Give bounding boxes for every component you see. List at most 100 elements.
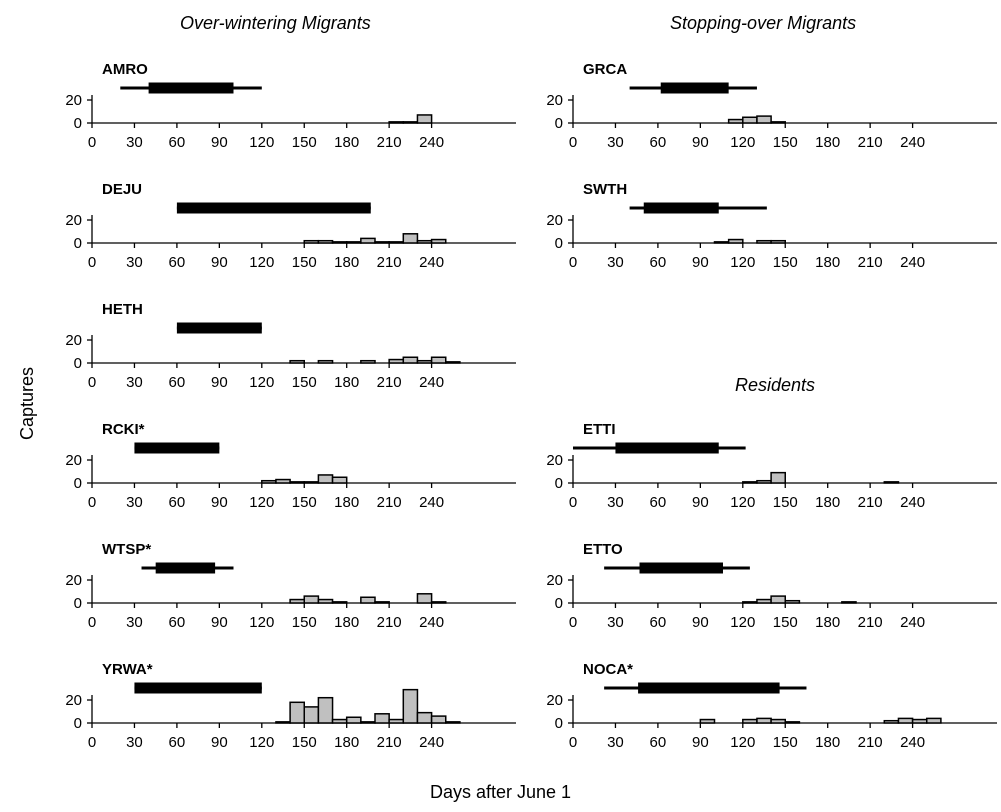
histogram-bar [430,356,447,364]
x-tick-label: 180 [815,494,840,511]
histogram-bar [360,596,376,604]
histogram-bar [388,121,405,124]
histogram-bar [742,116,758,124]
histogram-bar [360,721,376,724]
x-tick-label: 150 [292,494,317,511]
range-bar [134,442,220,454]
x-tick-label: 180 [815,614,840,631]
y-tick-label: 0 [74,475,82,492]
x-tick-label: 240 [900,254,925,271]
histogram-bar [303,481,320,484]
histogram-bar [402,356,419,364]
histogram-bar [430,601,447,604]
histogram-bar [388,241,405,244]
histogram-bar [289,701,306,724]
x-tick-label: 150 [292,134,317,151]
y-tick-label: 0 [74,115,82,132]
histogram-bar [317,474,334,484]
histogram-bar [360,237,376,244]
y-tick-label: 20 [546,452,563,469]
y-tick-label: 0 [74,355,82,372]
x-tick-label: 240 [900,134,925,151]
x-tick-label: 90 [211,734,228,751]
x-tick-label: 30 [126,734,143,751]
x-tick-label: 30 [126,614,143,631]
histogram-bar [303,706,320,724]
histogram-bar [374,601,390,604]
histogram-bar [331,601,348,604]
x-tick-label: 240 [419,374,444,391]
y-tick-label: 20 [546,212,563,229]
x-tick-label: 0 [569,614,577,631]
species-code: NOCA* [583,661,633,678]
species-code: WTSP* [102,541,151,558]
y-tick-label: 0 [555,115,563,132]
x-tick-label: 120 [249,134,274,151]
y-tick-label: 20 [546,92,563,109]
histogram-bar [388,358,405,364]
range-bar [615,442,719,454]
species-code: AMRO [102,61,148,78]
histogram-bar [911,718,928,724]
x-tick-label: 30 [126,134,143,151]
species-code: ETTI [583,421,616,438]
histogram-bar [303,239,320,244]
x-tick-label: 60 [169,614,186,631]
histogram-bar [727,238,744,244]
histogram-bar [883,481,900,484]
x-axis-label: Days after June 1 [429,782,572,802]
x-tick-label: 30 [126,254,143,271]
range-bar [148,82,234,94]
y-tick-label: 20 [65,452,82,469]
histogram-bar [897,717,914,724]
x-tick-label: 240 [419,494,444,511]
histogram-bar [756,479,772,484]
x-tick-label: 210 [377,254,402,271]
x-tick-label: 30 [126,494,143,511]
histogram-bar [289,598,306,604]
histogram-bar [331,476,348,484]
x-tick-label: 60 [169,734,186,751]
y-tick-label: 20 [546,572,563,589]
x-tick-label: 60 [650,254,667,271]
histogram-bar [742,601,758,604]
x-tick-label: 90 [211,134,228,151]
x-tick-label: 180 [815,254,840,271]
histogram-bar [331,241,348,244]
x-tick-label: 90 [692,134,709,151]
y-tick-label: 0 [555,475,563,492]
x-tick-label: 120 [249,734,274,751]
histogram-bar [445,721,461,724]
x-tick-label: 120 [730,494,755,511]
x-tick-label: 30 [607,254,624,271]
histogram-bar [331,718,348,724]
y-tick-label: 20 [65,572,82,589]
histogram-bar [756,717,772,724]
x-tick-label: 180 [334,374,359,391]
x-tick-label: 240 [419,254,444,271]
range-bar [639,562,723,574]
x-tick-label: 210 [377,134,402,151]
x-tick-label: 0 [88,254,96,271]
x-tick-label: 60 [169,374,186,391]
histogram-bar [303,595,320,604]
x-tick-label: 90 [211,254,228,271]
histogram-bar [345,241,362,244]
x-tick-label: 180 [334,494,359,511]
x-tick-label: 180 [334,134,359,151]
y-tick-label: 0 [555,715,563,732]
range-bar [176,322,262,334]
histogram-bar [317,359,334,364]
histogram-bar [770,121,786,124]
histogram-bar [416,593,433,604]
x-tick-label: 90 [211,494,228,511]
x-tick-label: 180 [815,134,840,151]
x-tick-label: 90 [211,614,228,631]
x-tick-label: 240 [419,734,444,751]
range-bar [134,682,262,694]
x-tick-label: 60 [169,134,186,151]
x-tick-label: 30 [607,134,624,151]
species-code: HETH [102,301,143,318]
x-tick-label: 90 [692,254,709,271]
